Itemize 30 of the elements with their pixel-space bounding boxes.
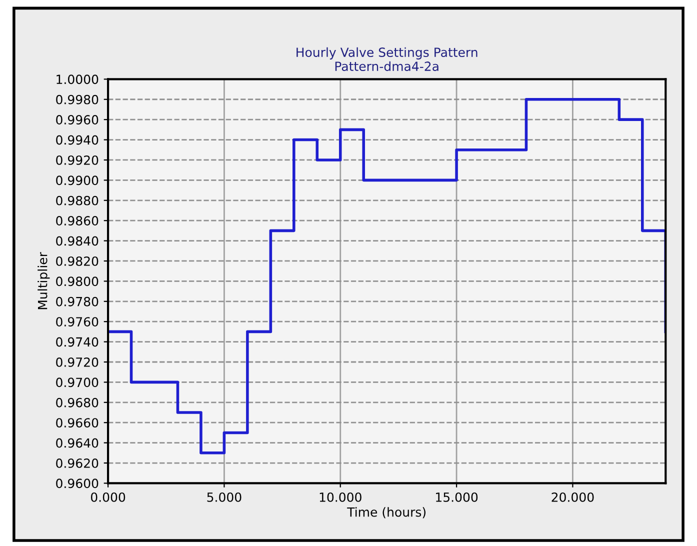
y-tick-label: 0.9900 [56, 176, 98, 186]
y-axis-title: Multiplier [38, 252, 50, 310]
y-tick-label: 0.9860 [56, 216, 98, 226]
y-tick-label: 0.9920 [56, 155, 98, 165]
y-tick-label: 0.9740 [56, 337, 98, 347]
y-tick-label: 0.9800 [56, 276, 98, 286]
y-tick-label: 0.9680 [56, 398, 98, 408]
y-tick-label: 0.9940 [56, 135, 98, 145]
x-tick-label: 20.000 [552, 492, 594, 502]
y-tick-label: 0.9960 [56, 115, 98, 124]
x-tick-label: 10.000 [320, 492, 362, 502]
y-tick-label: 0.9780 [56, 296, 98, 306]
y-tick-label: 0.9660 [56, 418, 98, 428]
x-tick-label: 15.000 [436, 492, 478, 502]
chart-subtitle: Pattern-dma4-2a [335, 61, 438, 72]
chart-title: Hourly Valve Settings Pattern [296, 47, 478, 60]
x-axis-title: Time (hours) [347, 507, 426, 518]
x-tick-label: 5.000 [207, 492, 242, 502]
y-tick-label: 0.9620 [56, 458, 98, 468]
y-tick-label: 0.9820 [56, 256, 98, 266]
y-tick-label: 0.9720 [56, 357, 98, 367]
y-tick-label: 1.0000 [56, 74, 98, 84]
x-tick-label: 0.000 [90, 492, 126, 502]
y-tick-label: 0.9880 [56, 196, 98, 206]
y-tick-label: 0.9700 [56, 378, 98, 388]
y-tick-label: 0.9640 [56, 438, 98, 448]
y-tick-label: 0.9600 [56, 478, 98, 488]
y-tick-label: 0.9840 [56, 236, 98, 246]
y-tick-label: 0.9760 [56, 317, 98, 327]
y-tick-label: 0.9980 [56, 94, 98, 104]
